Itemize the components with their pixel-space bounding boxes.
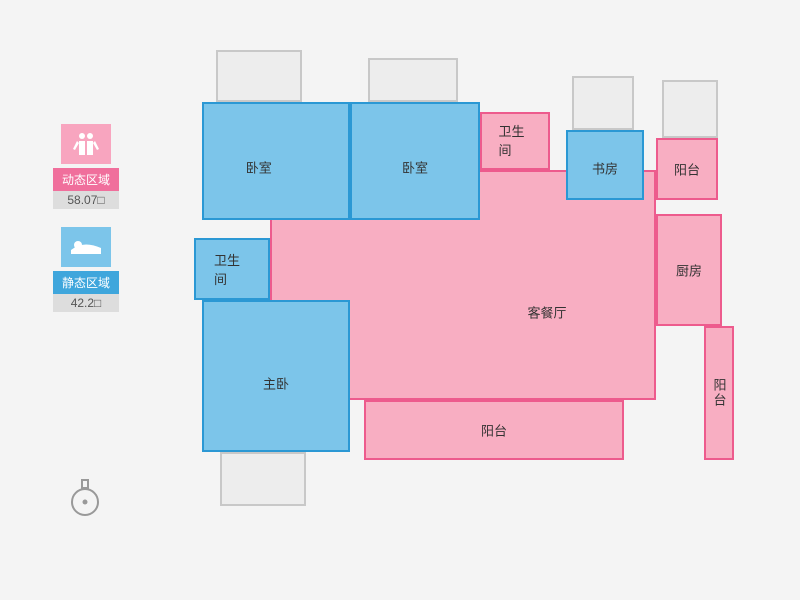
room-书房: 书房 [566, 130, 644, 200]
wall-niche [220, 452, 306, 506]
room-阳台: 阳台 [364, 400, 624, 460]
legend-dynamic-value: 58.07□ [53, 191, 119, 209]
room-label: 卧室 [246, 157, 272, 176]
compass-icon [68, 478, 102, 512]
sleep-icon [61, 227, 111, 267]
legend-static: 静态区域 42.2□ [53, 227, 119, 312]
room-label: 卫生间 [214, 250, 250, 288]
room-label: 卧室 [402, 157, 428, 176]
wall-niche [216, 50, 302, 102]
room-卧室: 卧室 [202, 102, 350, 220]
room-label: 客餐厅 [528, 303, 567, 322]
legend: 动态区域 58.07□ 静态区域 42.2□ [53, 124, 119, 330]
legend-static-title: 静态区域 [53, 271, 119, 294]
room-label: 书房 [592, 159, 618, 178]
room-卧室: 卧室 [350, 102, 480, 220]
room-卫生间: 卫生间 [480, 112, 550, 170]
room-阳台: 阳台 [704, 326, 734, 460]
room-label: 阳台 [674, 160, 700, 179]
wall-niche [572, 76, 634, 130]
legend-static-value: 42.2□ [53, 294, 119, 312]
room-主卧: 主卧 [202, 300, 350, 452]
room-label: 阳台 [710, 378, 729, 408]
wall-niche [368, 58, 458, 102]
wall-niche [662, 80, 718, 138]
floorplan: 客餐厅主卧卧室阳台卧室厨房书房卫生间卫生间阳台阳台 [190, 40, 750, 540]
legend-dynamic-title: 动态区域 [53, 168, 119, 191]
legend-dynamic: 动态区域 58.07□ [53, 124, 119, 209]
room-label: 主卧 [263, 374, 289, 393]
room-厨房: 厨房 [656, 214, 722, 326]
room-label: 阳台 [481, 421, 507, 440]
room-label: 厨房 [676, 261, 702, 280]
room-卫生间: 卫生间 [194, 238, 270, 300]
room-阳台: 阳台 [656, 138, 718, 200]
room-label: 卫生间 [499, 121, 532, 159]
people-icon [61, 124, 111, 164]
